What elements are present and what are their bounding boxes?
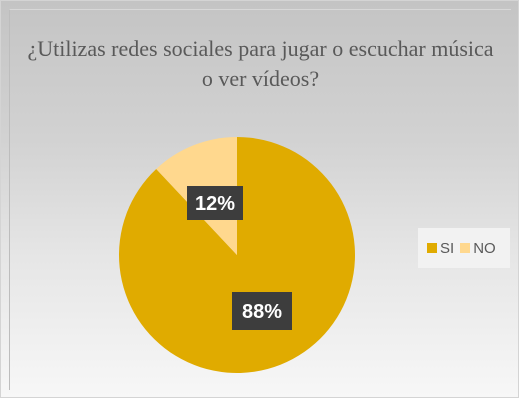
legend-label-no: NO [473,239,496,257]
data-label-text: 88% [242,301,282,323]
data-label-text: 12% [195,193,235,215]
data-label-si: 88% [232,292,292,330]
legend-label-si: SI [440,239,455,257]
chart-title: ¿Utilizas redes sociales para jugar o es… [27,36,494,91]
data-label-box [187,186,243,220]
legend-swatch-si [427,243,437,253]
legend-item-no: NO [460,240,496,257]
data-label-no: 12% [187,186,243,220]
legend-swatch-no [460,243,471,253]
legend-item-si: SI [427,240,454,257]
chart-legend: SI NO [418,228,510,268]
data-label-box [232,292,292,330]
